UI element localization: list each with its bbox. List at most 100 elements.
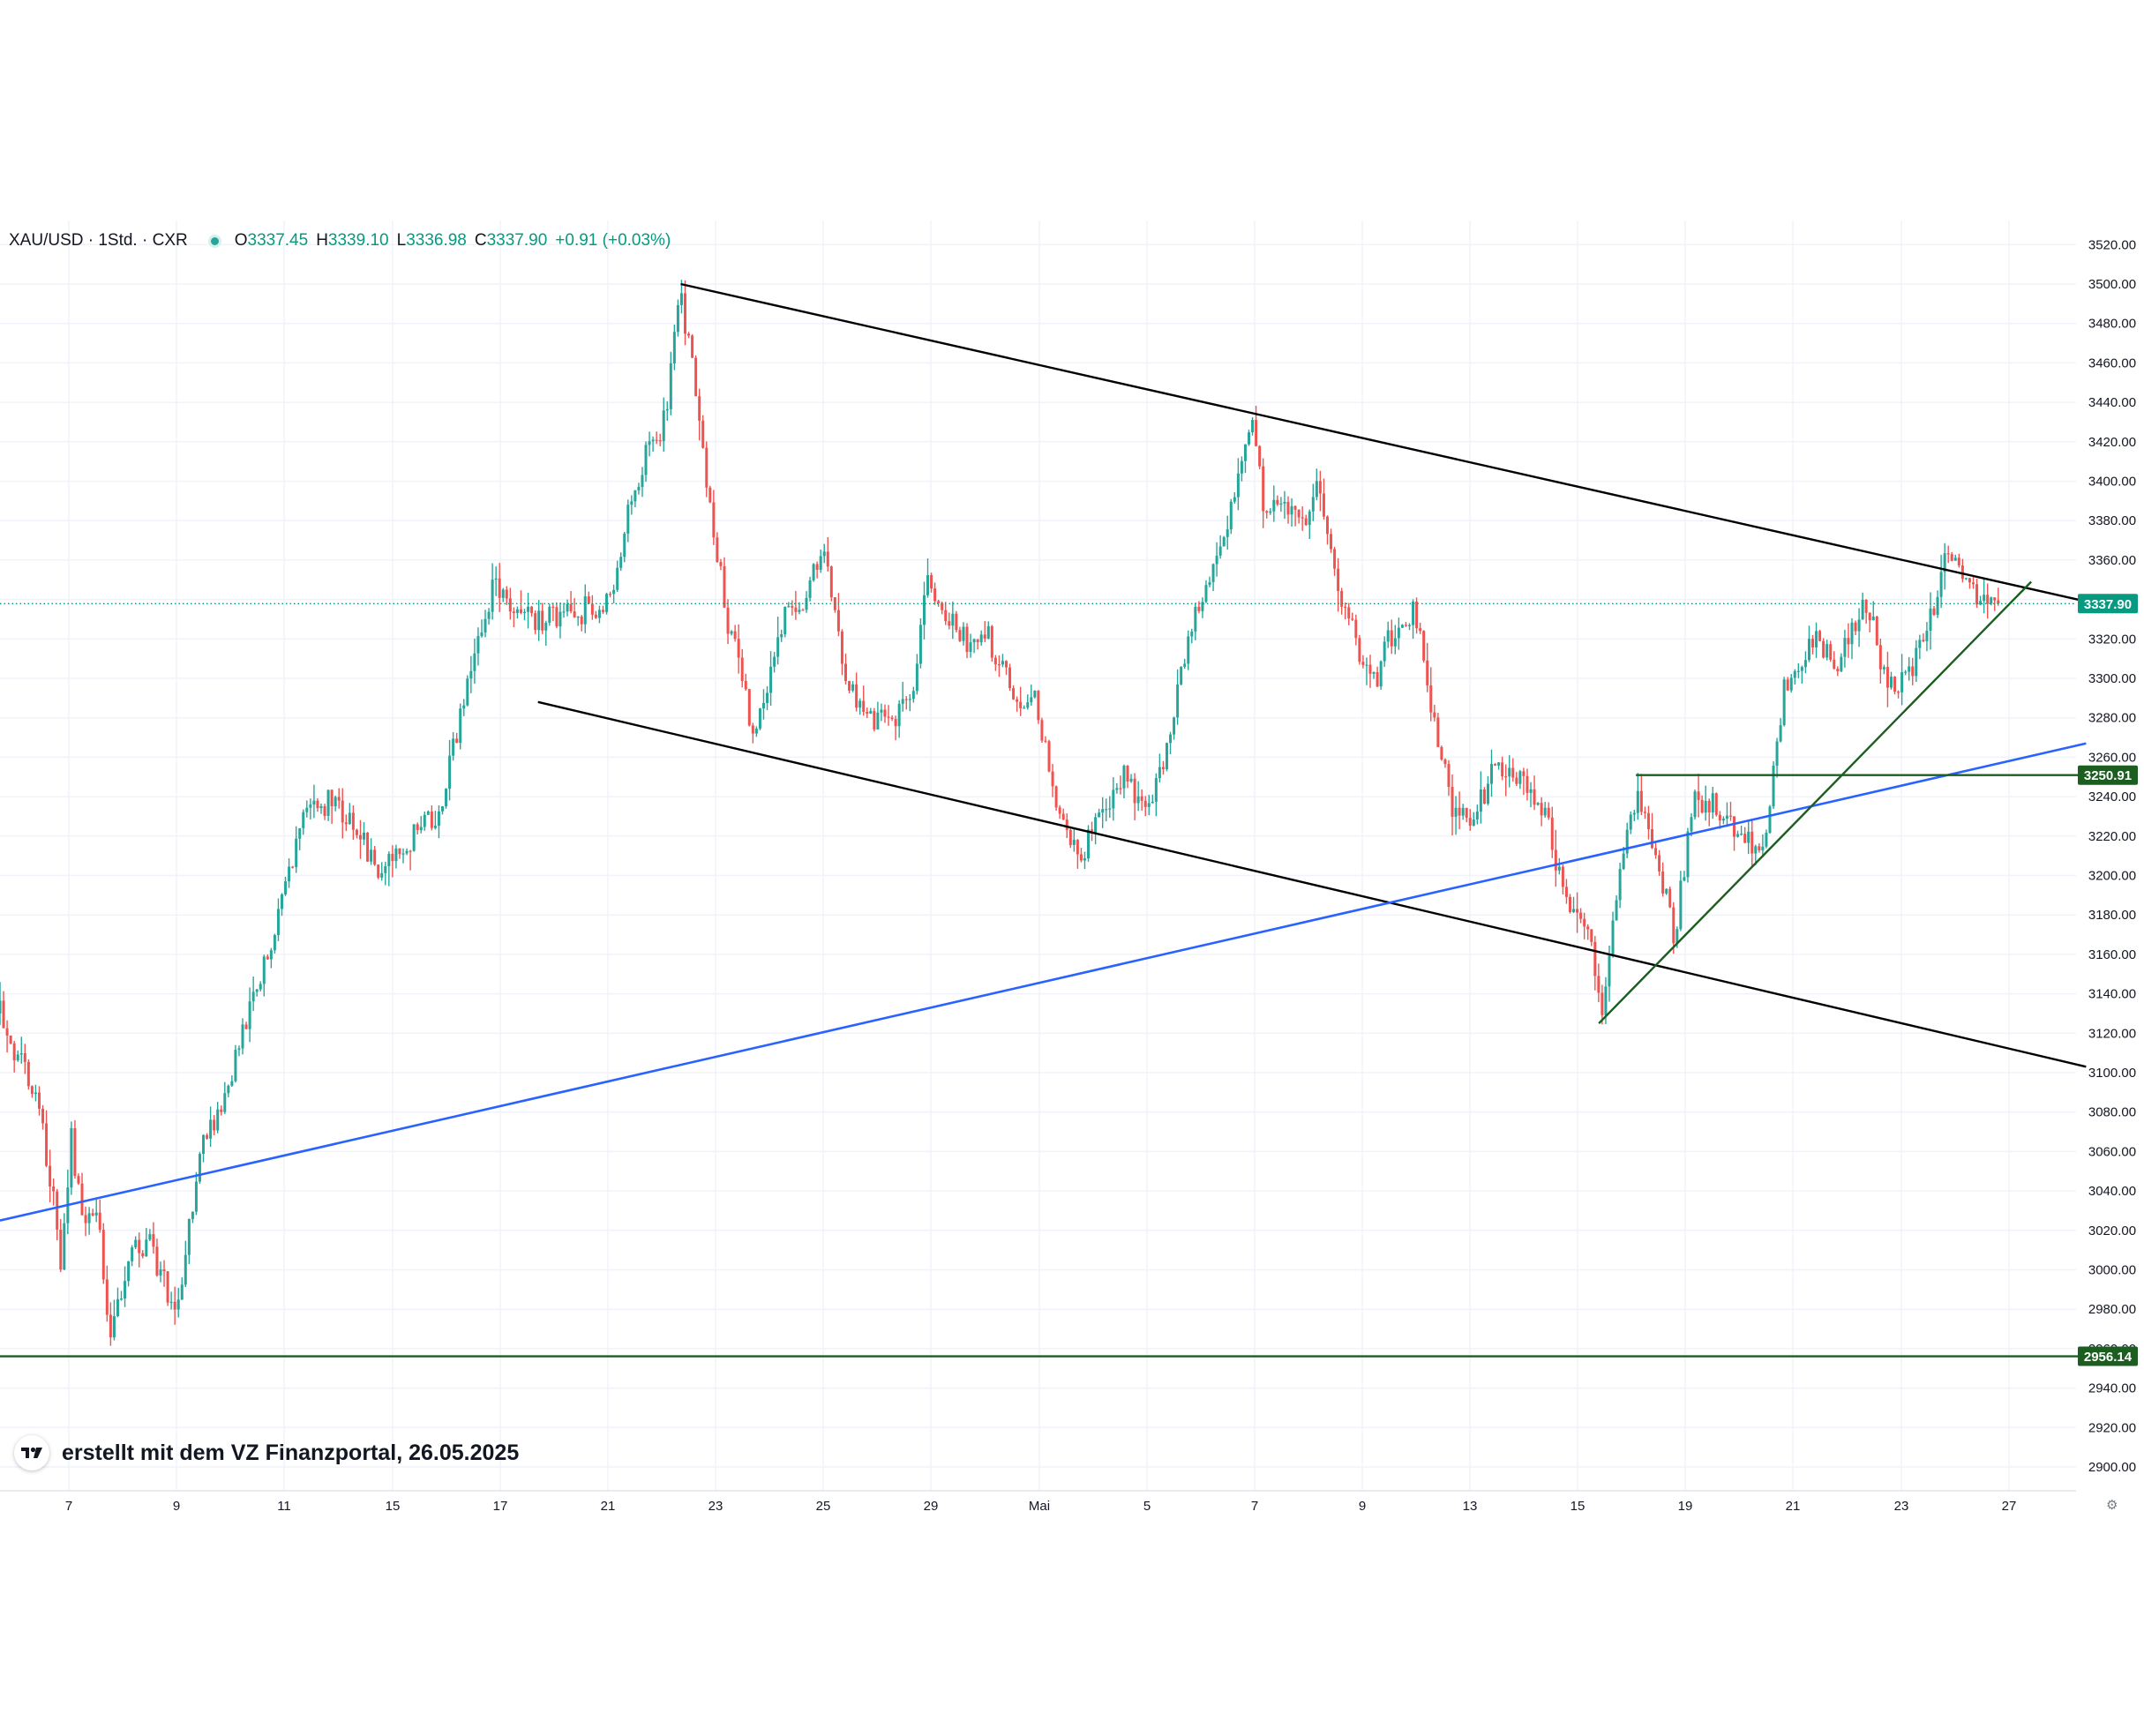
candle-body (922, 595, 926, 625)
plot-area[interactable] (0, 221, 2076, 1491)
candle-body (1222, 536, 1226, 547)
candle-body (466, 678, 469, 706)
candle-body (544, 622, 548, 631)
settings-gear-icon[interactable]: ⚙ (2106, 1498, 2118, 1513)
candle-body (194, 1181, 198, 1212)
candle-body (1068, 829, 1072, 845)
candle-body (1775, 741, 1779, 766)
candle-body (1226, 529, 1229, 537)
candle-body (1197, 606, 1201, 611)
candle-body (59, 1229, 63, 1270)
candle-body (1990, 597, 1993, 604)
candle-body (548, 606, 551, 623)
candle-body (63, 1223, 66, 1270)
candle-body (783, 606, 787, 634)
candle-body (1936, 596, 1939, 616)
candle-body (1208, 581, 1211, 586)
candle-body (744, 681, 747, 690)
candle-body (9, 1035, 12, 1044)
x-tick-label: 21 (1786, 1499, 1801, 1514)
candle-body (84, 1215, 87, 1223)
candle-body (1122, 766, 1126, 789)
candle-body (918, 625, 922, 664)
trendline-3[interactable] (0, 742, 2087, 1222)
candle-body (1847, 638, 1850, 645)
candle-body (426, 811, 430, 815)
candle-body (1964, 578, 1968, 580)
candle-body (1908, 666, 1911, 672)
candle-body (669, 363, 672, 409)
candle-body (319, 805, 323, 809)
candle-body (1540, 803, 1543, 816)
candle-body (220, 1109, 223, 1112)
candle-body (291, 866, 295, 868)
candle-body (1136, 796, 1140, 804)
candle-body (505, 589, 508, 599)
candle-body (787, 606, 791, 608)
candle-body (230, 1081, 234, 1086)
candle-body (791, 606, 794, 608)
candle-body (840, 631, 843, 664)
y-tick-label: 3200.00 (2088, 869, 2136, 884)
candle-body (1233, 497, 1236, 502)
candle-body (1893, 677, 1897, 692)
candle-body (1047, 741, 1051, 772)
candle-body (1714, 793, 1718, 815)
candle-body (1747, 831, 1750, 843)
candle-body (191, 1211, 194, 1219)
candle-body (848, 681, 851, 691)
candle-body (930, 575, 933, 589)
trendline-1[interactable] (680, 282, 2087, 603)
candle-body (594, 614, 597, 618)
candle-body (972, 639, 976, 643)
candle-body (1001, 661, 1004, 665)
candle-body (944, 610, 948, 622)
candle-body (616, 567, 619, 590)
y-tick-label: 3220.00 (2088, 829, 2136, 844)
candle-body (405, 850, 409, 854)
candle-body (423, 814, 426, 827)
candle-body (1997, 600, 2000, 604)
candle-body (780, 633, 783, 638)
candle-body (962, 626, 965, 641)
candle-body (1871, 616, 1875, 621)
candle-body (377, 864, 380, 878)
y-tick-label: 3040.00 (2088, 1184, 2136, 1199)
candle-body (480, 632, 484, 637)
candle-body (541, 610, 544, 631)
candle-body (1276, 499, 1279, 505)
candle-body (955, 613, 958, 631)
candle-body (1255, 420, 1258, 446)
candle-body (1337, 568, 1340, 591)
candle-body (1768, 806, 1772, 834)
open-value: 3337.45 (247, 231, 309, 250)
candle-body (41, 1108, 45, 1124)
symbol-label[interactable]: XAU/USD · 1Std. · CXR (9, 231, 188, 250)
candle-body (276, 909, 280, 936)
candle-body (597, 610, 601, 618)
candle-body (1490, 764, 1494, 784)
candle-body (1836, 669, 1840, 672)
candle-body (941, 602, 944, 610)
x-tick-label: 7 (65, 1499, 72, 1514)
x-tick-label: 25 (816, 1499, 831, 1514)
candle-body (747, 689, 751, 726)
candle-body (933, 588, 937, 602)
candle-body (484, 618, 487, 632)
candle-body (1915, 647, 1918, 677)
trendline-2[interactable] (537, 700, 2087, 1068)
candle-body (1383, 641, 1386, 662)
low-value: 3336.98 (406, 231, 467, 250)
candle-body (1811, 639, 1815, 647)
candle-body (1683, 877, 1686, 881)
close-value: 3337.90 (486, 231, 548, 250)
candle-body (373, 849, 377, 865)
x-tick-label: 11 (277, 1499, 291, 1514)
candle-body (462, 705, 466, 709)
candle-body (1675, 929, 1679, 944)
trendline-4[interactable] (1598, 580, 2032, 1024)
candle-body (334, 797, 337, 807)
candle-body (1704, 800, 1707, 813)
candle-body (1625, 829, 1629, 854)
